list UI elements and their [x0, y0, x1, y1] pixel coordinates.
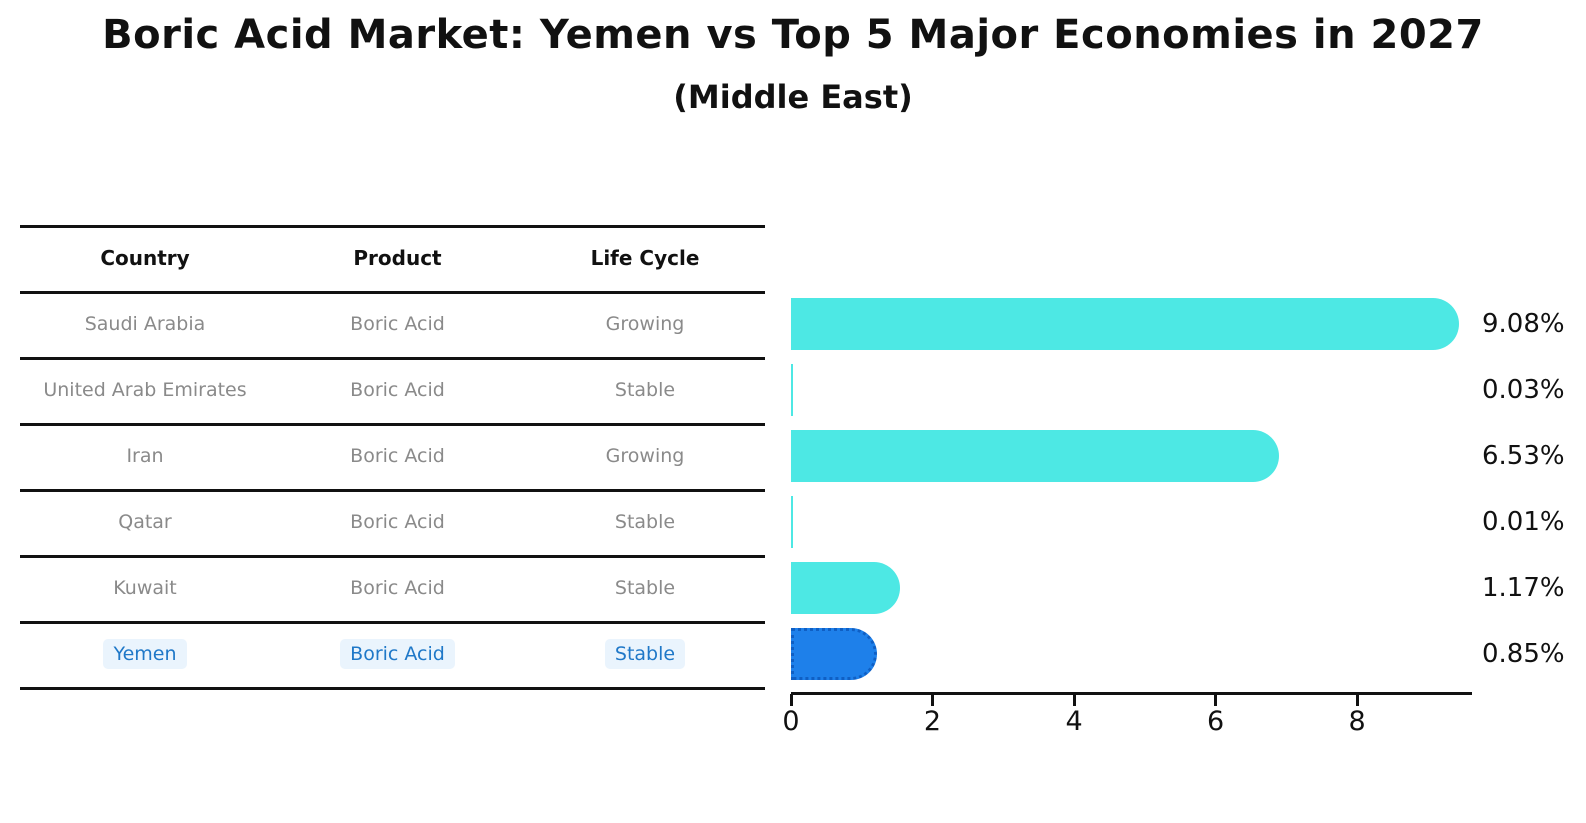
bar-yemen-highlight: [791, 628, 878, 680]
table-rule: [20, 225, 765, 228]
table-row-united-arab-emirates: United Arab Emirates Boric Acid Stable: [20, 357, 765, 423]
cell-product: Boric Acid: [350, 379, 445, 401]
table-rule: [20, 687, 765, 690]
cell-lifecycle: Growing: [605, 313, 685, 335]
x-axis-tick: [1355, 694, 1359, 706]
table-row-qatar: Qatar Boric Acid Stable: [20, 489, 765, 555]
bar-value-label: 6.53%: [1482, 441, 1565, 471]
x-axis-tick: [1072, 694, 1076, 706]
cell-product: Boric Acid: [350, 577, 445, 599]
table-row-iran: Iran Boric Acid Growing: [20, 423, 765, 489]
cell-lifecycle: Growing: [605, 445, 685, 467]
x-axis-tick: [789, 694, 793, 706]
bar-value-label: 0.85%: [1482, 639, 1565, 669]
x-axis-line: [791, 692, 1472, 695]
cell-lifecycle: Stable: [614, 511, 676, 533]
cell-country: United Arab Emirates: [43, 379, 247, 401]
cell-country: Qatar: [118, 511, 172, 533]
bar-united-arab-emirates: [791, 364, 794, 416]
chart-subtitle: (Middle East): [673, 78, 913, 116]
table-row-kuwait: Kuwait Boric Acid Stable: [20, 555, 765, 621]
cell-product: Boric Acid: [350, 313, 445, 335]
x-axis-tick-label: 4: [1065, 706, 1083, 737]
bar-kuwait: [791, 562, 900, 614]
cell-product: Boric Acid: [350, 511, 445, 533]
x-axis-tick-label: 0: [782, 706, 800, 737]
table-rule: [20, 621, 765, 624]
cell-lifecycle: Stable: [604, 639, 686, 669]
table-rule: [20, 357, 765, 360]
cell-product: Boric Acid: [350, 445, 445, 467]
x-axis-tick-label: 6: [1206, 706, 1225, 737]
chart-title: Boric Acid Market: Yemen vs Top 5 Major …: [102, 12, 1484, 58]
table-rule: [20, 489, 765, 492]
x-axis-tick: [931, 694, 935, 706]
bar-value-label: 1.17%: [1482, 573, 1565, 603]
bar-saudi-arabia: [791, 298, 1460, 350]
table-rule: [20, 423, 765, 426]
table-rule: [20, 291, 765, 294]
cell-country: Iran: [126, 445, 164, 467]
column-header-product: Product: [353, 246, 442, 270]
bar-iran: [791, 430, 1280, 482]
bar-value-label: 0.03%: [1482, 375, 1565, 405]
bar-value-label: 0.01%: [1482, 507, 1565, 537]
table-rule: [20, 555, 765, 558]
cell-lifecycle: Stable: [614, 577, 676, 599]
table-row-saudi-arabia: Saudi Arabia Boric Acid Growing: [20, 291, 765, 357]
x-axis-tick: [1214, 694, 1218, 706]
cell-country: Saudi Arabia: [84, 313, 206, 335]
cell-lifecycle: Stable: [614, 379, 676, 401]
column-header-lifecycle: Life Cycle: [590, 246, 700, 270]
cell-country: Kuwait: [113, 577, 177, 599]
x-axis-tick-label: 2: [923, 706, 942, 737]
cell-product: Boric Acid: [340, 639, 455, 669]
table-header-row: Country Product Life Cycle: [20, 225, 765, 291]
cell-country: Yemen: [103, 639, 187, 669]
bar-qatar: [791, 496, 793, 548]
bar-value-label: 9.08%: [1482, 309, 1565, 339]
column-header-country: Country: [100, 246, 190, 270]
x-axis-tick-label: 8: [1348, 706, 1366, 737]
table-row-yemen: Yemen Boric Acid Stable: [20, 621, 765, 687]
